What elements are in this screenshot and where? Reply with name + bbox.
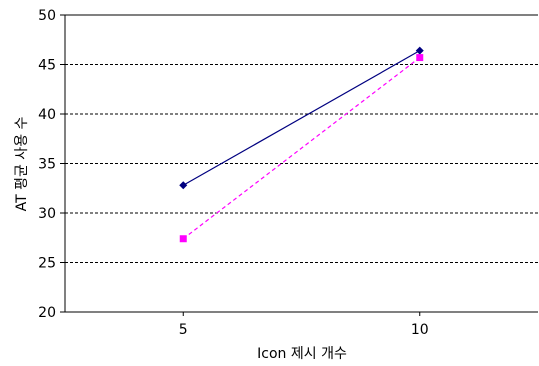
x-axis-label: Icon 제시 개수 [257, 346, 347, 362]
y-axis-label: AT 평균 사용 수 [14, 116, 30, 211]
y-tick-label: 30 [38, 206, 56, 222]
y-tick-label: 20 [38, 305, 56, 321]
data-point-diamond [415, 46, 424, 55]
axes: 20 25 30 35 40 45 50 5 10 [38, 8, 538, 338]
series-group [179, 46, 424, 243]
data-point-diamond [179, 181, 188, 190]
x-tick-label: 10 [411, 322, 429, 338]
series-line [182, 57, 421, 240]
x-tick-label: 5 [179, 322, 188, 338]
data-point-square [416, 54, 424, 62]
gridlines [65, 64, 538, 263]
y-tick-label: 45 [38, 58, 56, 74]
y-tick-label: 50 [38, 8, 56, 24]
y-tick-label: 35 [38, 157, 56, 173]
series-line [182, 50, 421, 186]
y-tick-label: 25 [38, 256, 56, 272]
y-tick-label: 40 [38, 107, 56, 123]
data-point-square [179, 235, 187, 243]
